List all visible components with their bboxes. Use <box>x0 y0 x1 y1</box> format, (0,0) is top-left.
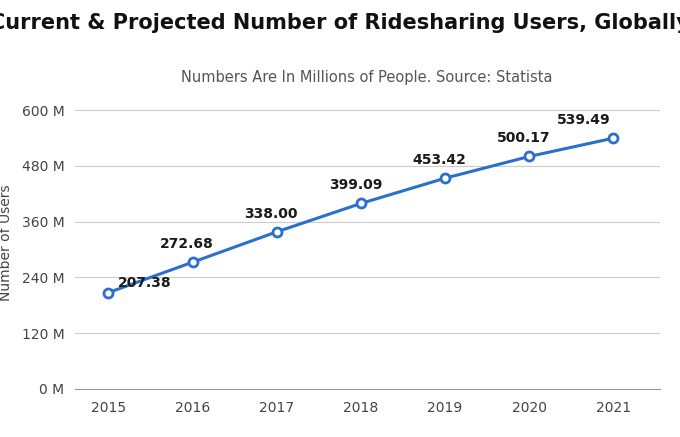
Text: 338.00: 338.00 <box>244 207 298 221</box>
Text: 539.49: 539.49 <box>557 113 611 127</box>
Y-axis label: Number of Users: Number of Users <box>0 184 14 301</box>
Text: Current & Projected Number of Ridesharing Users, Globally: Current & Projected Number of Ridesharin… <box>0 13 680 33</box>
Title: Numbers Are In Millions of People. Source: Statista: Numbers Are In Millions of People. Sourc… <box>182 70 553 85</box>
Text: 500.17: 500.17 <box>497 132 550 146</box>
Text: 272.68: 272.68 <box>160 237 214 251</box>
Text: 453.42: 453.42 <box>413 153 466 167</box>
Text: 399.09: 399.09 <box>328 178 382 192</box>
Text: 207.38: 207.38 <box>118 276 172 290</box>
